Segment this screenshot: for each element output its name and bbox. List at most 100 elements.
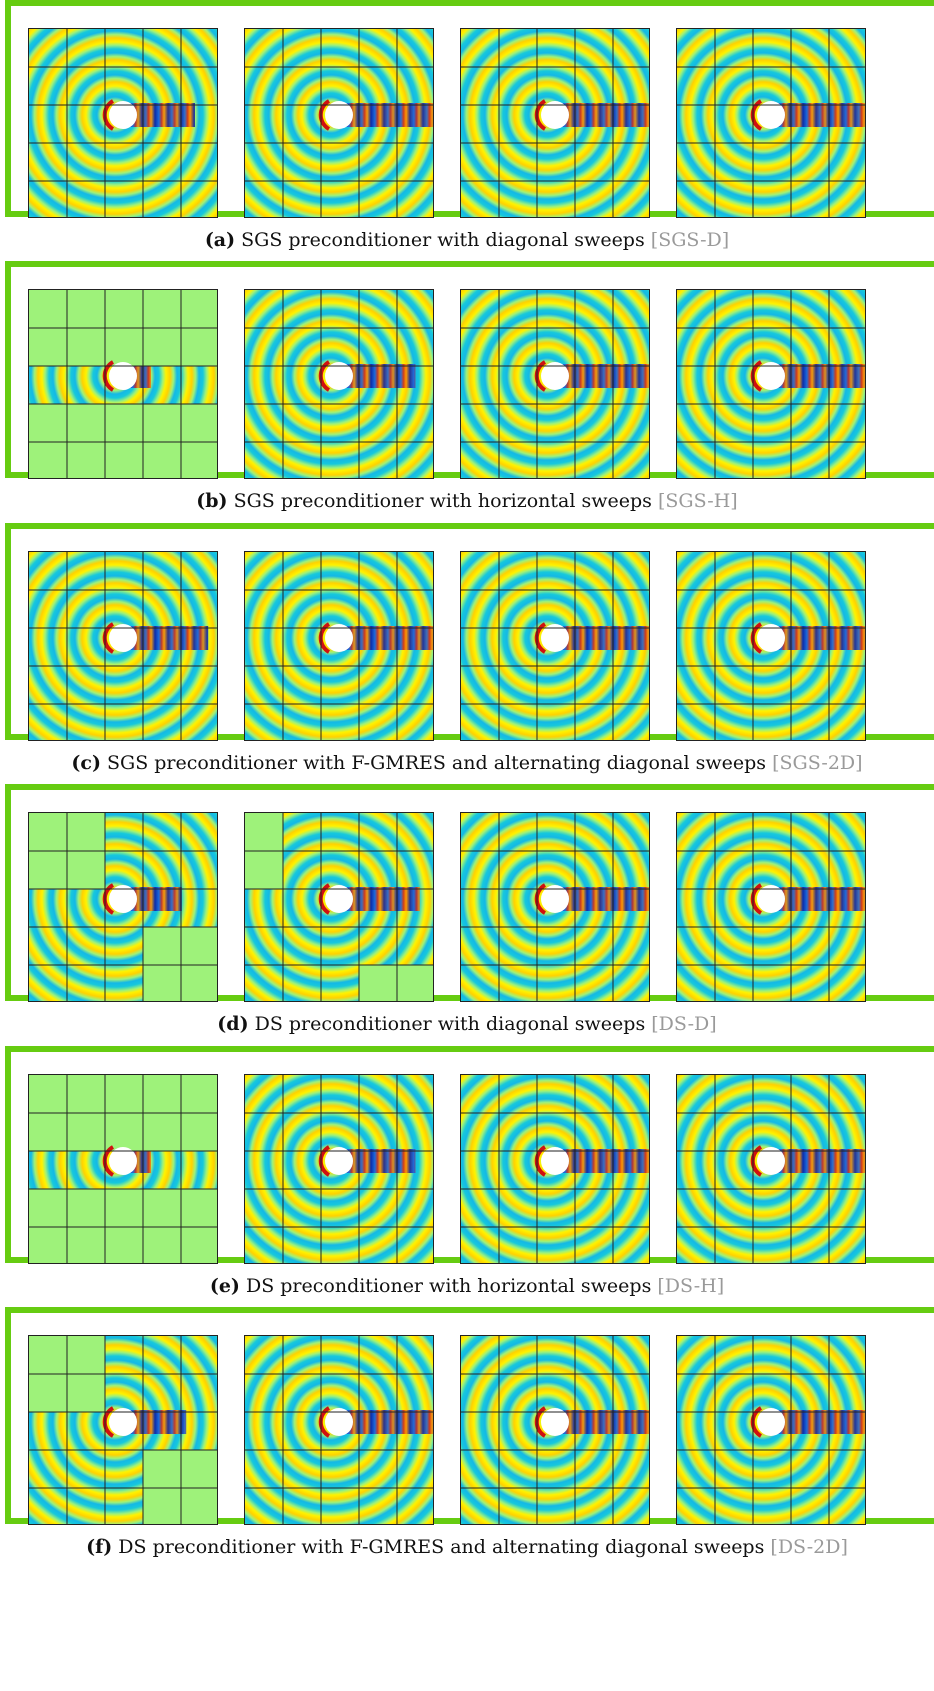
scatterer-disk — [325, 101, 353, 129]
subfigure-caption: (e) DS preconditioner with horizontal sw… — [0, 1273, 934, 1299]
wave-field-plot — [677, 290, 865, 478]
inactive-subdomain — [29, 1374, 68, 1413]
subfigure-caption: (b) SGS preconditioner with horizontal s… — [0, 488, 934, 514]
shadow-beam — [777, 364, 865, 388]
method-tag: [SGS-2D] — [772, 752, 863, 774]
subfigure-letter: (b) — [196, 490, 228, 512]
method-tag: [SGS-H] — [657, 490, 738, 512]
inactive-subdomain — [29, 1113, 68, 1152]
shadow-beam — [561, 103, 649, 127]
inactive-subdomain — [105, 442, 144, 478]
scatterer-disk — [325, 624, 353, 652]
shadow-beam — [561, 626, 649, 650]
shadow-beam — [129, 103, 195, 127]
scatterer-disk — [541, 885, 569, 913]
method-tag: [DS-H] — [657, 1275, 725, 1297]
wave-field-plot — [461, 1336, 649, 1524]
inactive-subdomain — [67, 851, 106, 890]
subfigure-caption-text: SGS preconditioner with diagonal sweeps — [241, 229, 645, 251]
subfigure-letter: (d) — [217, 1013, 249, 1035]
wave-field-plot — [245, 290, 433, 478]
scatterer-disk — [109, 624, 137, 652]
inactive-subdomain — [143, 1075, 182, 1114]
method-tag: [DS-2D] — [770, 1536, 848, 1558]
shadow-beam — [777, 103, 865, 127]
inactive-subdomain — [67, 404, 106, 443]
solution-snapshot — [676, 289, 866, 479]
inactive-subdomain — [181, 1075, 217, 1114]
inactive-subdomain — [67, 1374, 106, 1413]
solution-snapshot — [28, 28, 218, 218]
scatterer-disk — [109, 1147, 137, 1175]
inactive-subdomain — [67, 1227, 106, 1263]
wave-field-plot — [29, 290, 217, 478]
panel-row — [5, 784, 934, 1002]
wave-field-plot — [245, 552, 433, 740]
inactive-subdomain — [67, 1113, 106, 1152]
wave-field-plot — [677, 552, 865, 740]
subfigure-letter: (f) — [86, 1536, 113, 1558]
inactive-subdomain — [29, 813, 68, 852]
inactive-subdomain — [67, 1075, 106, 1114]
inactive-subdomain — [143, 1189, 182, 1228]
inactive-subdomain — [29, 1227, 68, 1263]
shadow-beam — [345, 103, 433, 127]
scatterer-disk — [541, 101, 569, 129]
solution-snapshot — [676, 551, 866, 741]
shadow-beam — [777, 1410, 865, 1434]
panel-row — [5, 1307, 934, 1525]
inactive-subdomain — [105, 1227, 144, 1263]
solution-snapshot — [244, 28, 434, 218]
subfigure-caption: (d) DS preconditioner with diagonal swee… — [0, 1011, 934, 1037]
inactive-subdomain — [29, 404, 68, 443]
subfigure-letter: (a) — [204, 229, 236, 251]
scatterer-disk — [541, 362, 569, 390]
wave-field-plot — [677, 29, 865, 217]
scatterer-disk — [325, 1147, 353, 1175]
wave-field-plot — [461, 813, 649, 1001]
wave-field-plot — [29, 552, 217, 740]
inactive-subdomain — [245, 813, 284, 852]
inactive-subdomain — [143, 1450, 182, 1489]
solution-snapshot — [28, 812, 218, 1002]
inactive-subdomain — [397, 965, 433, 1001]
solution-snapshot — [460, 551, 650, 741]
inactive-subdomain — [29, 290, 68, 329]
shadow-beam — [345, 626, 433, 650]
scatterer-disk — [541, 1408, 569, 1436]
shadow-beam — [561, 887, 649, 911]
subfigure-caption-text: SGS preconditioner with F-GMRES and alte… — [107, 752, 767, 774]
inactive-subdomain — [181, 965, 217, 1001]
inactive-subdomain — [67, 328, 106, 367]
wave-field-plot — [677, 1336, 865, 1524]
inactive-subdomain — [143, 442, 182, 478]
shadow-beam — [561, 364, 649, 388]
subfigure-caption-text: DS preconditioner with horizontal sweeps — [245, 1275, 652, 1297]
shadow-beam — [561, 1149, 649, 1173]
inactive-subdomain — [181, 1113, 217, 1152]
solution-snapshot — [28, 289, 218, 479]
inactive-subdomain — [181, 290, 217, 329]
inactive-subdomain — [143, 1488, 182, 1524]
scatterer-disk — [325, 362, 353, 390]
inactive-subdomain — [143, 965, 182, 1001]
solution-snapshot — [244, 812, 434, 1002]
scatterer-disk — [757, 362, 785, 390]
shadow-beam — [345, 364, 416, 388]
inactive-subdomain — [67, 442, 106, 478]
inactive-subdomain — [181, 442, 217, 478]
wave-field-plot — [245, 1336, 433, 1524]
solution-snapshot — [28, 1335, 218, 1525]
solution-snapshot — [676, 1335, 866, 1525]
scatterer-disk — [109, 1408, 137, 1436]
panel-row — [5, 261, 934, 479]
subfigure-caption-text: DS preconditioner with F-GMRES and alter… — [118, 1536, 765, 1558]
panel-row — [5, 0, 934, 218]
shadow-beam — [129, 887, 182, 911]
wave-field-plot — [245, 1075, 433, 1263]
inactive-subdomain — [29, 851, 68, 890]
shadow-beam — [345, 1410, 433, 1434]
wave-field-plot — [245, 29, 433, 217]
solution-snapshot — [244, 1074, 434, 1264]
scatterer-disk — [541, 1147, 569, 1175]
